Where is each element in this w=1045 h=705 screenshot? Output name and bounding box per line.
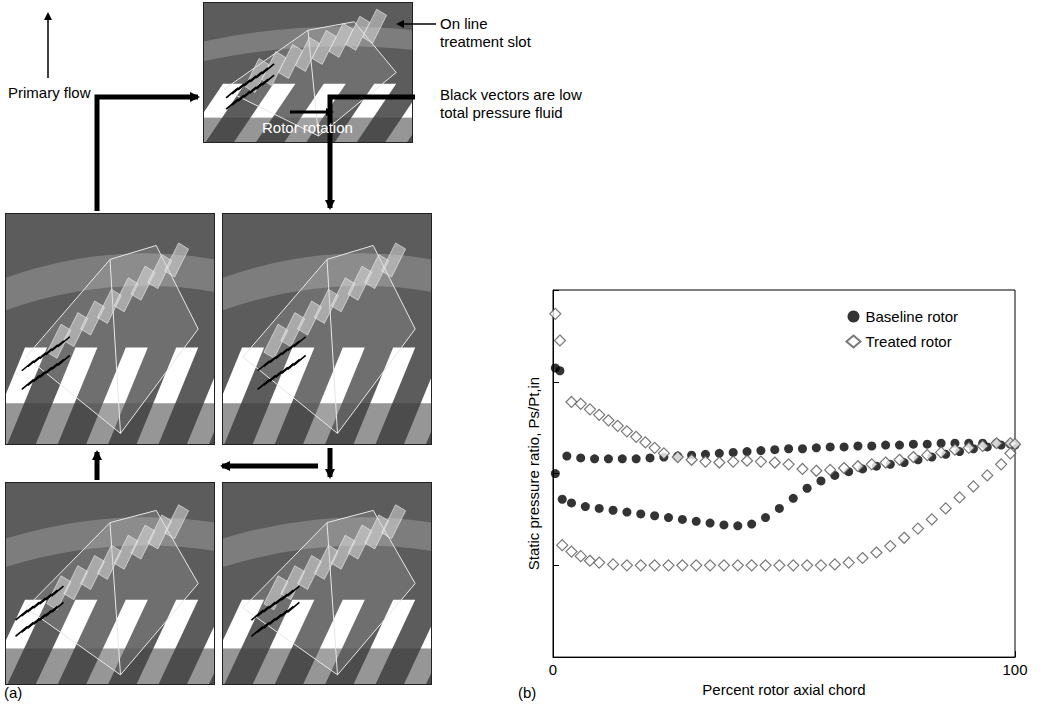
svg-text:Baseline rotor: Baseline rotor	[866, 308, 959, 325]
html-text:Rotor rotation: Rotor rotation	[262, 119, 353, 136]
svg-text:100: 100	[1002, 661, 1027, 678]
svg-text:Static pressure ratio, Ps/Pt,i: Static pressure ratio, Ps/Pt,in	[525, 377, 542, 570]
svg-text:Treated rotor: Treated rotor	[866, 333, 952, 350]
svg-text:Percent rotor axial chord: Percent rotor axial chord	[702, 681, 865, 698]
html-text:(b): (b)	[518, 684, 537, 701]
svg-text:0: 0	[549, 661, 557, 678]
html-text:On line treatment slot: On line treatment slot	[440, 15, 531, 50]
html-text:Black vectors are low total pr: Black vectors are low total pressure flu…	[440, 86, 582, 121]
html-text:(a): (a)	[4, 684, 23, 701]
html-text:Primary flow: Primary flow	[8, 84, 91, 101]
